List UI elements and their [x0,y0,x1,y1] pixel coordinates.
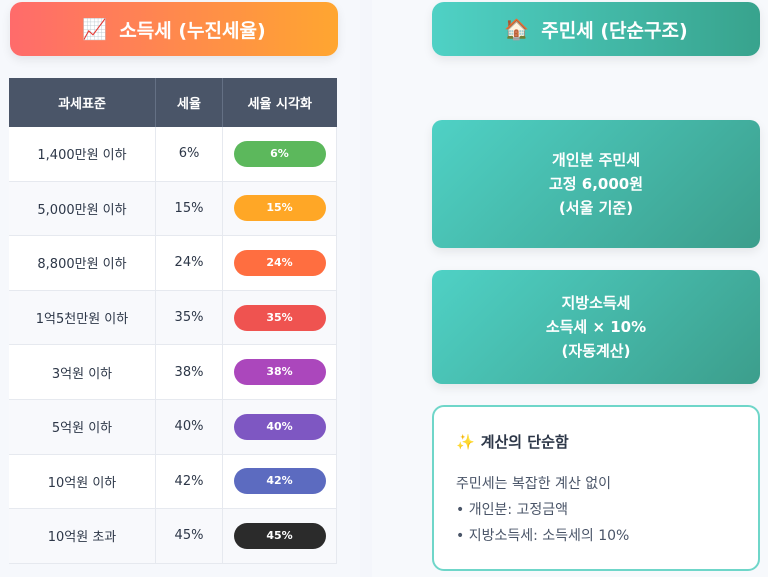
rate-cell: 40% [155,399,223,455]
rate-pill: 38% [233,359,326,386]
rate-visual-cell: 40% [222,399,337,455]
rate-visual-cell: 6% [222,127,337,182]
rate-cell: 42% [155,454,223,510]
table-header-row: 과세표준 세율 세율 시각화 [9,78,337,127]
bracket-cell: 10억원 이하 [9,454,156,510]
bracket-cell: 1억5천만원 이하 [9,290,156,346]
rate-visual-cell: 24% [222,235,337,291]
house-icon: 🏠 [504,17,530,41]
rate-pill: 6% [233,140,326,167]
header-visual: 세율 시각화 [222,78,337,127]
resident-tax-header: 🏠 주민세 (단순구조) [432,2,760,56]
table-row: 1억5천만원 이하 35% 35% [9,290,337,346]
card2-line2: 소득세 × 10% [545,318,647,336]
bracket-cell: 1,400만원 이하 [9,127,156,182]
rate-cell: 45% [155,508,223,564]
bracket-cell: 10억원 초과 [9,508,156,564]
rate-visual-cell: 35% [222,290,337,346]
table-row: 1,400만원 이하 6% 6% [9,127,337,182]
header-bracket: 과세표준 [9,78,156,127]
rate-visual-cell: 42% [222,454,337,510]
table-row: 10억원 이하 42% 42% [9,454,337,510]
rate-visual-cell: 15% [222,181,337,237]
rate-pill: 24% [233,249,326,276]
rate-pill: 15% [233,195,326,222]
note-line: 주민세는 복잡한 계산 없이 [456,476,612,492]
note-line: • 지방소득세: 소득세의 10% [456,528,630,544]
bracket-cell: 5억원 이하 [9,399,156,455]
header-rate: 세율 [155,78,223,127]
note-body: 주민세는 복잡한 계산 없이 • 개인분: 고정금액 • 지방소득세: 소득세의… [456,471,629,549]
note-title-text: 계산의 단순함 [480,433,569,451]
rate-cell: 15% [155,181,223,237]
table-row: 3억원 이하 38% 38% [9,344,337,400]
table-row: 10억원 초과 45% 45% [9,508,337,564]
card1-line2: 고정 6,000원 [548,175,644,193]
chart-increasing-icon: 📈 [82,17,108,41]
sparkles-icon: ✨ [456,433,475,451]
local-income-tax-card: 지방소득세 소득세 × 10% (자동계산) [432,270,760,384]
tax-bracket-table: 과세표준 세율 세율 시각화 1,400만원 이하 6% 6% 5,000만원 이하 1… [9,78,337,564]
bracket-cell: 8,800만원 이하 [9,235,156,291]
table-row: 5,000만원 이하 15% 15% [9,181,337,237]
rate-pill: 35% [233,304,326,331]
note-title: ✨ 계산의 단순함 [456,431,569,452]
bracket-cell: 5,000만원 이하 [9,181,156,237]
rate-cell: 38% [155,344,223,400]
note-line: • 개인분: 고정금액 [456,502,569,518]
table-row: 5억원 이하 40% 40% [9,399,337,455]
card1-line3: (서울 기준) [558,199,634,217]
income-tax-header: 📈 소득세 (누진세율) [10,2,338,56]
card1-line1: 개인분 주민세 [551,151,641,169]
bracket-cell: 3억원 이하 [9,344,156,400]
income-tax-title: 소득세 (누진세율) [119,19,266,42]
rate-cell: 6% [155,127,223,182]
rate-cell: 35% [155,290,223,346]
resident-tax-title: 주민세 (단순구조) [541,19,688,42]
rate-visual-cell: 38% [222,344,337,400]
card2-line3: (자동계산) [561,342,631,360]
rate-visual-cell: 45% [222,508,337,564]
table-row: 8,800만원 이하 24% 24% [9,235,337,291]
individual-resident-tax-card: 개인분 주민세 고정 6,000원 (서울 기준) [432,120,760,248]
rate-cell: 24% [155,235,223,291]
rate-pill: 45% [233,522,326,549]
rate-pill: 42% [233,468,326,495]
card2-line1: 지방소득세 [561,294,631,312]
rate-pill: 40% [233,413,326,440]
simplicity-note-box: ✨ 계산의 단순함 주민세는 복잡한 계산 없이 • 개인분: 고정금액 • 지방… [432,405,760,571]
